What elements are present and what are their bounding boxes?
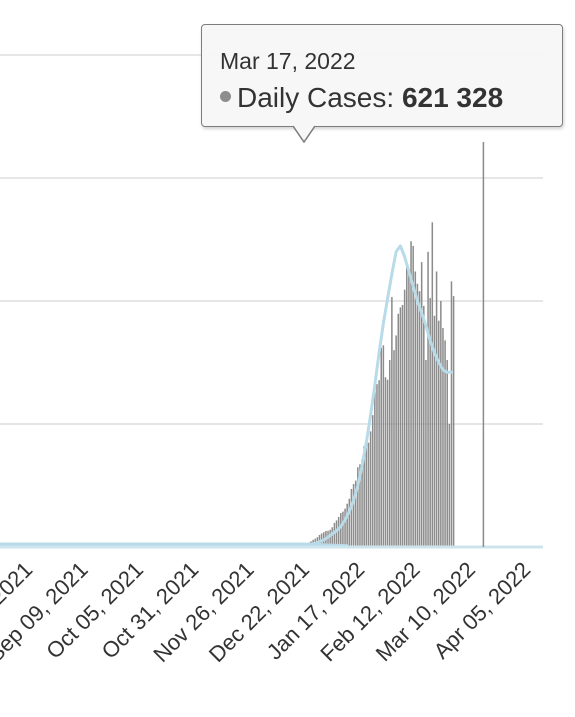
bar (352, 484, 355, 547)
tooltip-date: Mar 17, 2022 (220, 48, 356, 74)
bar (446, 360, 448, 547)
tooltip-value: 621 328 (401, 82, 504, 113)
series-marker-icon (220, 91, 231, 103)
data-tooltip: Mar 17, 2022 Daily Cases: 621 328 (201, 24, 563, 127)
bar (340, 513, 342, 547)
bar (367, 442, 370, 547)
bar (386, 379, 389, 547)
bar (408, 273, 410, 547)
bar (350, 488, 353, 547)
bar (448, 424, 451, 547)
bar (382, 345, 385, 547)
bar (431, 222, 434, 547)
bar (395, 335, 397, 547)
bar (401, 304, 404, 547)
bar (342, 511, 344, 547)
bar (335, 520, 338, 547)
bar (425, 360, 427, 547)
bar (397, 313, 400, 547)
bar (416, 283, 419, 547)
bar (429, 298, 431, 547)
bar (437, 320, 440, 547)
bar (361, 459, 363, 547)
bar (378, 380, 380, 547)
bar (380, 347, 382, 547)
bar (403, 289, 406, 547)
bar (444, 340, 446, 547)
bar (371, 415, 374, 547)
bar (412, 245, 414, 547)
bar (399, 307, 402, 547)
bar (452, 296, 455, 547)
bar (359, 464, 361, 547)
bar (414, 271, 417, 547)
bar (435, 271, 438, 547)
x-tick-label: Apr 05, 2022 (429, 557, 536, 664)
tooltip-series-label: Daily Cases: (237, 82, 402, 113)
bar (391, 297, 393, 547)
bar (374, 387, 376, 547)
bar (348, 498, 351, 547)
bar (410, 241, 412, 547)
bar (365, 441, 368, 547)
bar (423, 305, 425, 547)
bar (420, 262, 423, 547)
bar (331, 527, 334, 547)
bar (384, 377, 387, 547)
bar (393, 350, 395, 547)
bar (450, 281, 453, 547)
bar (333, 522, 336, 547)
bar (418, 291, 421, 547)
bar (440, 301, 442, 547)
bar (357, 467, 359, 547)
bar (442, 328, 444, 547)
bar (406, 266, 408, 547)
bar (427, 251, 429, 548)
bar (363, 446, 365, 547)
trend-line (0, 244, 453, 548)
daily-cases-bars (263, 222, 455, 548)
bar (337, 516, 340, 547)
bar (433, 315, 436, 547)
bar (329, 529, 331, 547)
tooltip-pointer-icon (293, 125, 315, 144)
bar (344, 508, 346, 547)
bar (369, 431, 372, 547)
bar (354, 480, 357, 547)
bar (388, 360, 391, 547)
bar (346, 503, 348, 547)
bar (376, 384, 378, 547)
tooltip-series-row: Daily Cases: 621 328 (220, 81, 503, 115)
